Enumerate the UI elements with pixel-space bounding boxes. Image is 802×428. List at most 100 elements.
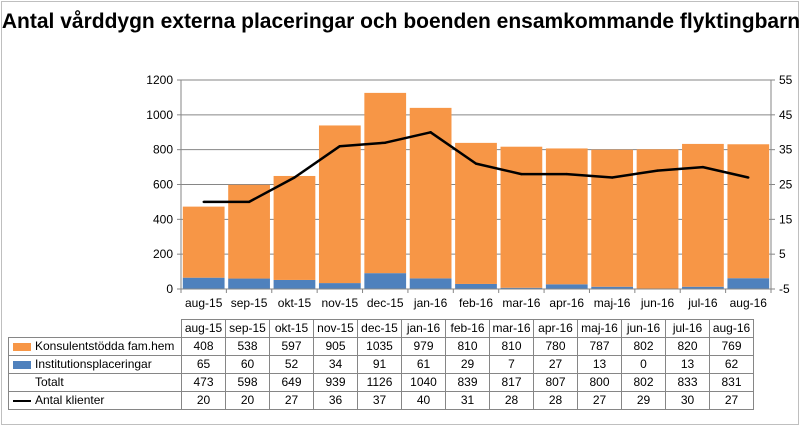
table-cell: 0 bbox=[621, 355, 666, 374]
table-row-label: Institutionsplaceringar bbox=[8, 355, 182, 374]
y-right-tick-label: 15 bbox=[779, 212, 793, 226]
legend-key bbox=[13, 360, 31, 369]
table-header-cell: feb-16 bbox=[445, 319, 490, 338]
table-header-cell: aug-16 bbox=[709, 319, 754, 338]
bar-institutionsplaceringar bbox=[455, 283, 497, 289]
table-cell: 7 bbox=[489, 355, 534, 374]
table-header-cell: nov-15 bbox=[313, 319, 358, 338]
y-left-tick-label: 400 bbox=[153, 212, 173, 226]
y-right-tick-label: -5 bbox=[779, 282, 790, 296]
table-cell: 91 bbox=[357, 355, 402, 374]
table-row-label: Totalt bbox=[8, 373, 182, 392]
table-cell: 61 bbox=[401, 355, 446, 374]
bar-konsulentstodda bbox=[500, 146, 543, 288]
point-antal-klienter bbox=[747, 176, 750, 179]
table-cell: 13 bbox=[577, 355, 622, 374]
x-tick-label: aug-16 bbox=[730, 296, 768, 310]
table-row: Totalt 473 598 649 939 1126 1040 839 817 807 800 80… bbox=[8, 373, 754, 392]
table-header-cell: okt-15 bbox=[269, 319, 314, 338]
bar-institutionsplaceringar bbox=[273, 279, 316, 289]
bar-institutionsplaceringar bbox=[409, 278, 452, 289]
series-name: Institutionsplaceringar bbox=[35, 357, 152, 371]
y-right-tick-label: 55 bbox=[779, 73, 793, 87]
table-corner bbox=[8, 319, 182, 338]
y-left-tick-label: 600 bbox=[153, 178, 173, 192]
bar-institutionsplaceringar bbox=[364, 273, 407, 289]
table-cell: 30 bbox=[665, 391, 710, 410]
y-right-tick-label: 35 bbox=[779, 143, 793, 157]
y-left-tick-label: 0 bbox=[166, 282, 173, 296]
table-cell: 831 bbox=[709, 373, 754, 392]
table-cell: 939 bbox=[313, 373, 358, 392]
bar-konsulentstodda bbox=[682, 143, 724, 287]
point-antal-klienter bbox=[520, 172, 523, 176]
table-cell: 769 bbox=[709, 337, 754, 356]
bar-institutionsplaceringar bbox=[545, 284, 588, 289]
bar-konsulentstodda bbox=[182, 206, 225, 278]
table-row-label: Antal klienter bbox=[8, 391, 182, 410]
bar-konsulentstodda bbox=[545, 148, 588, 285]
table-cell: 802 bbox=[621, 373, 666, 392]
table-cell: 817 bbox=[489, 373, 534, 392]
table-row: Institutionsplaceringar 65 60 52 34 91 61 29 7 27… bbox=[8, 355, 754, 374]
x-tick-label: mar-16 bbox=[502, 296, 540, 310]
table-header-cell: apr-16 bbox=[533, 319, 578, 338]
point-antal-klienter bbox=[247, 200, 251, 204]
chart-title: Antal vårddygn externa placeringar och b… bbox=[0, 8, 802, 36]
table-cell: 65 bbox=[181, 355, 226, 374]
legend-key bbox=[13, 342, 31, 351]
point-antal-klienter bbox=[429, 131, 432, 134]
table-cell: 598 bbox=[225, 373, 270, 392]
table-cell: 27 bbox=[577, 391, 622, 410]
y-right-tick-label: 5 bbox=[779, 247, 786, 261]
x-tick-label: dec-15 bbox=[367, 296, 404, 310]
point-antal-klienter bbox=[610, 176, 614, 179]
bar-konsulentstodda bbox=[318, 125, 361, 284]
table-cell: 28 bbox=[489, 391, 534, 410]
table-cell: 1035 bbox=[357, 337, 402, 356]
table-cell: 13 bbox=[665, 355, 710, 374]
point-antal-klienter bbox=[384, 141, 387, 144]
table-cell: 36 bbox=[313, 391, 358, 410]
bar-konsulentstodda bbox=[273, 175, 316, 280]
x-tick-label: jul-16 bbox=[687, 296, 718, 310]
table-cell: 20 bbox=[181, 391, 226, 410]
x-tick-label: jan-16 bbox=[413, 296, 448, 310]
y-left-tick-label: 800 bbox=[153, 143, 173, 157]
table-cell: 60 bbox=[225, 355, 270, 374]
table-cell: 833 bbox=[665, 373, 710, 392]
y-right-tick-label: 45 bbox=[779, 108, 793, 122]
point-antal-klienter bbox=[701, 165, 705, 169]
table-cell: 802 bbox=[621, 337, 666, 356]
bar-konsulentstodda bbox=[228, 184, 270, 279]
table-cell: 800 bbox=[577, 373, 622, 392]
point-antal-klienter bbox=[293, 176, 296, 179]
x-tick-label: nov-15 bbox=[321, 296, 358, 310]
table-cell: 597 bbox=[269, 337, 314, 356]
table-cell: 538 bbox=[225, 337, 270, 356]
bar-konsulentstodda bbox=[591, 149, 634, 287]
point-antal-klienter bbox=[202, 200, 205, 204]
table-cell: 29 bbox=[445, 355, 490, 374]
bar-institutionsplaceringar bbox=[500, 287, 543, 289]
table-header-cell: sep-15 bbox=[225, 319, 270, 338]
x-tick-label: maj-16 bbox=[594, 296, 631, 310]
table-cell: 52 bbox=[269, 355, 314, 374]
table-header-cell: jan-16 bbox=[401, 319, 446, 338]
y-left-tick-label: 200 bbox=[153, 247, 173, 261]
bar-institutionsplaceringar bbox=[228, 278, 270, 289]
table-cell: 34 bbox=[313, 355, 358, 374]
legend-key bbox=[13, 399, 31, 402]
table-row-label: Konsulentstödda fam.hem bbox=[8, 337, 182, 356]
table-cell: 810 bbox=[445, 337, 490, 356]
y-left-tick-label: 1000 bbox=[146, 108, 173, 122]
bar-konsulentstodda bbox=[364, 92, 407, 274]
series-name: Antal klienter bbox=[35, 393, 105, 407]
point-antal-klienter bbox=[656, 169, 659, 172]
table-cell: 807 bbox=[533, 373, 578, 392]
y-right-tick-label: 25 bbox=[779, 178, 793, 192]
table-cell: 473 bbox=[181, 373, 226, 392]
table-cell: 62 bbox=[709, 355, 754, 374]
point-antal-klienter bbox=[338, 144, 342, 148]
table-cell: 787 bbox=[577, 337, 622, 356]
